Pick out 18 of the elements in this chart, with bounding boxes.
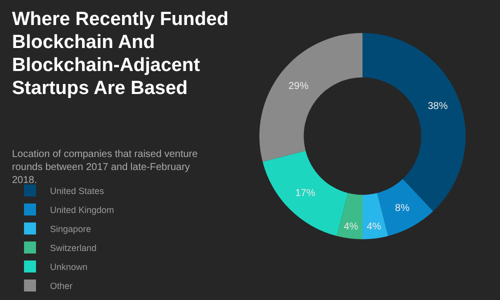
- data-label: 4%: [366, 222, 382, 233]
- legend-label: Other: [50, 281, 73, 292]
- donut-slice: [336, 193, 362, 240]
- data-label: 29%: [288, 81, 309, 92]
- legend-label: United States: [50, 186, 105, 196]
- data-label: 38%: [428, 100, 448, 112]
- donut-slice: [259, 33, 362, 162]
- text: Location of companies that raised venture rounds between 2017 and late-February 2018.: [12, 148, 199, 187]
- data-label: 4%: [344, 222, 358, 233]
- donut-slice: [362, 193, 388, 240]
- data-label: 17%: [295, 188, 316, 199]
- donut-slice: [362, 33, 466, 212]
- legend-label: United Kingdom: [50, 205, 114, 216]
- text: Where Recently Funded Blockchain And Blockchain-Adjacent Startups Are Based: [12, 8, 230, 100]
- legend-label: Singapore: [50, 224, 92, 234]
- legend-label: Switzerland: [50, 243, 97, 254]
- legend-label: Unknown: [50, 262, 88, 272]
- data-label: 8%: [395, 202, 410, 214]
